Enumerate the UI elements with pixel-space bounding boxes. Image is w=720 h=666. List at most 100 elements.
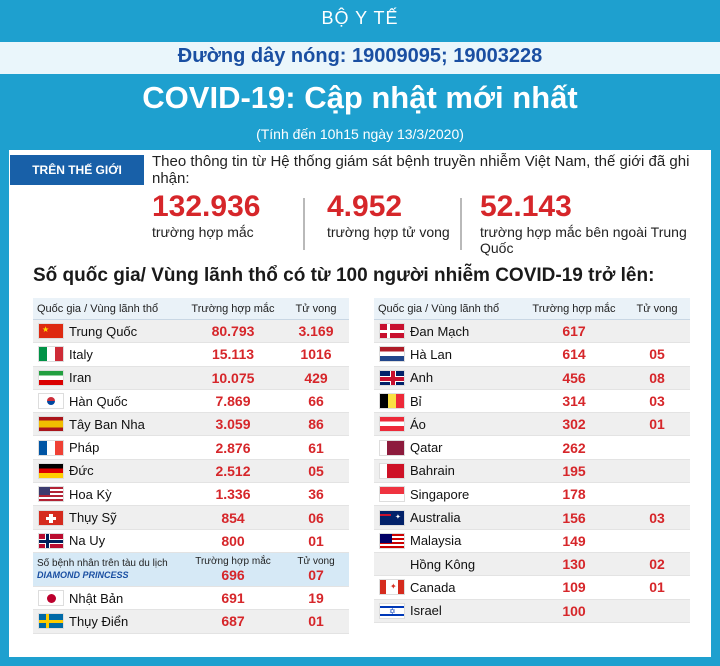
country-name: Đức (69, 463, 94, 479)
deaths-number: 07 (308, 566, 324, 583)
cases-value: Trường hợp mắc 696 (183, 556, 283, 583)
cases-value: 302 (562, 416, 586, 433)
israel-flag-icon: ✡ (379, 602, 405, 619)
section-title: Số quốc gia/ Vùng lãnh thổ có từ 100 ngư… (33, 265, 655, 286)
italy-flag-icon (38, 346, 64, 363)
flag-cell (374, 369, 410, 386)
switzerland-flag-icon (38, 509, 64, 526)
deaths-value: 86 (308, 416, 324, 433)
australia-flag-icon: ✦ (379, 509, 405, 526)
flag-cell (374, 486, 410, 503)
cases-value: 80.793 (211, 323, 255, 340)
country-name: Bahrain (410, 463, 455, 479)
table-row: Iran 10.075 429 (33, 366, 349, 390)
cases-value: 195 (562, 462, 586, 479)
deaths-header-repeat: Tử vong (297, 555, 335, 567)
cases-header-repeat: Trường hợp mắc (195, 555, 271, 567)
flag-cell (33, 590, 69, 607)
cases-value: 687 (221, 613, 245, 630)
table-row: Malaysia 149 (374, 530, 690, 553)
table-row: Hồng Kông 130 02 (374, 552, 690, 577)
stat-label: trường hợp mắc (152, 224, 254, 240)
stat-value: 132.936 (152, 190, 261, 223)
deaths-value: 3.169 (298, 323, 334, 340)
deaths-value: 01 (649, 579, 665, 596)
cases-value: 1.336 (215, 486, 251, 503)
table-row: Thụy Điển 687 01 (33, 610, 349, 634)
cases-value: 15.113 (211, 346, 255, 363)
deaths-value: 05 (308, 462, 324, 479)
stat-divider (303, 198, 305, 250)
flag-cell: ✡ (374, 602, 410, 619)
sweden-flag-icon (38, 613, 64, 630)
china-flag-icon: ★ (38, 323, 64, 340)
stat-value: 4.952 (327, 190, 403, 223)
malaysia-flag-icon (379, 532, 405, 549)
cases-value: 854 (221, 509, 245, 526)
world-tab: TRÊN THẾ GIỚI (10, 155, 144, 185)
flag-cell (33, 532, 69, 549)
flag-cell (33, 369, 69, 386)
countries-table-left: Quốc gia / Vùng lãnh thổ Trường hợp mắc … (33, 298, 349, 634)
deaths-value: 01 (649, 416, 665, 433)
country-name: Na Uy (69, 533, 106, 549)
flag-cell: ★ (33, 323, 69, 340)
deaths-value: 66 (308, 393, 324, 410)
hotline-text: Đường dây nóng: 19009095; 19003228 (177, 45, 543, 67)
flag-cell (374, 323, 410, 340)
table-row: Italy 15.113 1016 (33, 343, 349, 367)
country-name: Trung Quốc (69, 323, 138, 339)
stat-value: 52.143 (480, 190, 572, 223)
country-name: Thụy Điển (69, 613, 129, 629)
country-name: Israel (410, 603, 442, 619)
country-name: Hồng Kông (410, 556, 476, 572)
deaths-value: 19 (308, 590, 324, 607)
as-of-timestamp: (Tính đến 10h15 ngày 13/3/2020) (256, 126, 464, 142)
deaths-value: 61 (308, 439, 324, 456)
country-name: Số bệnh nhân trên tàu du lịch DIAMOND PRI… (33, 558, 183, 580)
deaths-value: 1016 (300, 346, 332, 363)
cases-value: 617 (562, 323, 586, 340)
deaths-value: 03 (649, 509, 665, 526)
table-row: Nhật Bản 691 19 (33, 587, 349, 611)
cases-value: 456 (562, 369, 586, 386)
cases-value: 2.512 (215, 462, 251, 479)
canada-flag-icon: ✦ (379, 579, 405, 596)
cases-value: 130 (562, 556, 586, 573)
cases-value: 10.075 (211, 369, 255, 386)
japan-flag-icon (38, 590, 64, 607)
table-row: Đức 2.512 05 (33, 459, 349, 484)
flag-cell (33, 486, 69, 503)
stat-deaths: 4.952 trường hợp tử vong (327, 190, 450, 240)
cases-value: 2.876 (215, 439, 251, 456)
table-row: Singapore 178 (374, 483, 690, 507)
flag-cell (374, 462, 410, 479)
deaths-value: 36 (308, 486, 324, 503)
header-cases: Trường hợp mắc (191, 302, 275, 315)
deaths-value: 429 (304, 369, 328, 386)
flag-cell (374, 532, 410, 549)
bahrain-flag-icon (379, 462, 405, 479)
table-row: ✡ Israel 100 (374, 599, 690, 623)
table-row: Pháp 2.876 61 (33, 436, 349, 460)
country-name: Pháp (69, 440, 100, 456)
table-row: Tây Ban Nha 3.059 86 (33, 413, 349, 437)
country-name: Canada (410, 579, 456, 595)
header-deaths: Tử vong (636, 302, 678, 315)
stat-total-cases: 132.936 trường hợp mắc (152, 190, 260, 240)
flag-cell (33, 439, 69, 456)
qatar-flag-icon (379, 439, 405, 456)
stat-label: trường hợp mắc bên ngoài Trung Quốc (480, 224, 687, 256)
table-header: Quốc gia / Vùng lãnh thổ Trường hợp mắc … (374, 298, 690, 320)
flag-cell (33, 462, 69, 479)
country-name: Australia (410, 510, 461, 526)
cases-value: 314 (562, 393, 586, 410)
deaths-value: 06 (308, 509, 324, 526)
flag-cell (33, 346, 69, 363)
deaths-value: 01 (308, 613, 324, 630)
deaths-value: 05 (649, 346, 665, 363)
cases-value: 262 (562, 439, 586, 456)
table-row: Hoa Kỳ 1.336 36 (33, 483, 349, 507)
country-name: Áo (410, 416, 426, 432)
country-name: Hà Lan (410, 346, 452, 362)
